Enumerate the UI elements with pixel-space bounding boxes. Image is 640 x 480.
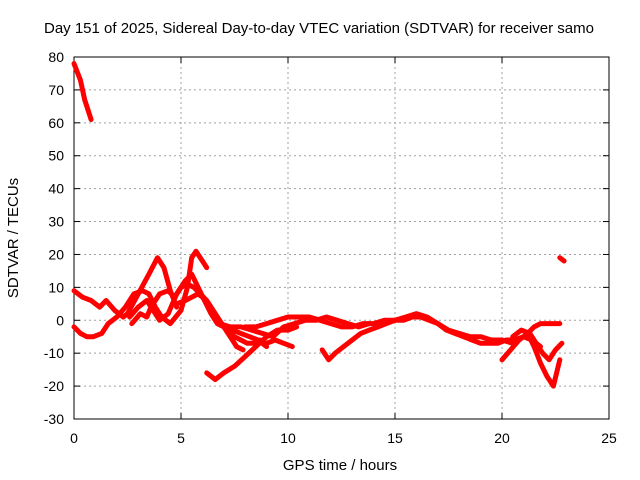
y-tick-label: -10: [44, 345, 64, 361]
y-tick-label: 70: [48, 82, 64, 98]
y-tick-label: 80: [48, 49, 64, 65]
y-tick-label: 30: [48, 214, 64, 230]
x-axis-label: GPS time / hours: [283, 457, 397, 474]
y-tick-label: -30: [44, 411, 64, 427]
series-sat-k: [499, 321, 563, 363]
series-sat-j: [319, 314, 543, 363]
y-tick-label: 50: [48, 148, 64, 164]
y-axis-label: SDTVAR / TECUs: [5, 178, 22, 298]
y-tick-label: 60: [48, 115, 64, 131]
series-sat-n: [557, 255, 567, 264]
x-tick-label: 20: [494, 430, 510, 446]
y-tick-label: -20: [44, 378, 64, 394]
x-tick-label: 10: [280, 430, 296, 446]
series-sat-m: [525, 330, 563, 389]
x-tick-label: 5: [177, 430, 185, 446]
plot-frame: [73, 56, 610, 420]
series-sat-b: [71, 255, 180, 320]
series-sat-d: [127, 271, 270, 350]
series-sat-f: [174, 291, 295, 350]
x-tick-label: 15: [387, 430, 403, 446]
grid: [74, 57, 609, 419]
series-sat-c: [71, 248, 210, 340]
axis-ticks: -30 -20 -10 0 10 20 30 40 50 60 70 80 0 5 10 15 20 25: [44, 49, 617, 446]
chart-title: Day 151 of 2025, Sidereal Day-to-day VTE…: [44, 20, 594, 37]
x-tick-label: 0: [70, 430, 78, 446]
series-sat-l: [510, 327, 565, 363]
x-tick-label: 25: [601, 430, 617, 446]
data-series: [71, 61, 567, 389]
series-sat-a: [71, 61, 94, 122]
y-tick-label: 20: [48, 246, 64, 262]
y-tick-label: 10: [48, 279, 64, 295]
y-tick-label: 0: [56, 312, 64, 328]
y-tick-label: 40: [48, 181, 64, 197]
